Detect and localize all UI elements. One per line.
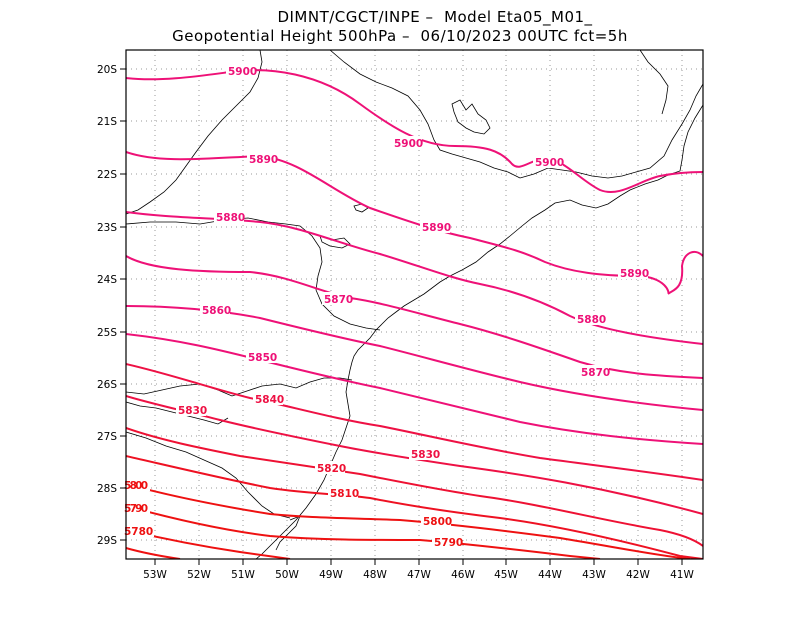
contour-label: 5830 (411, 449, 440, 461)
lat-label: 21S (97, 116, 117, 128)
contour-5770 (126, 547, 181, 559)
lon-label: 44W (538, 569, 562, 581)
lat-label: 23S (97, 222, 117, 234)
lake-icon (451, 99, 491, 135)
contour-label: 5870 (324, 294, 353, 306)
lat-label: 29S (97, 535, 117, 547)
lat-label: 24S (97, 274, 117, 286)
lon-label: 49W (319, 569, 343, 581)
contour-5880 (126, 211, 703, 345)
contour-label: 5850 (248, 352, 277, 364)
longitude-labels: 53W 52W 51W 50W 49W 48W 47W 46W 45W 44W … (143, 569, 694, 581)
contour-label: 5790 (434, 537, 463, 549)
contour-labels: 5900 5900 5900 5890 5890 5890 5880 5880 … (124, 64, 649, 549)
lat-label: 26S (97, 379, 117, 391)
contours (126, 69, 703, 559)
state-border-mg-sp (126, 50, 263, 215)
contour-5890 (126, 151, 703, 295)
lon-label: 53W (143, 569, 167, 581)
coastline (255, 104, 703, 559)
lat-label: 22S (97, 169, 117, 181)
lat-label: 28S (97, 483, 117, 495)
contour-label: 5880 (216, 212, 245, 224)
contour-label: 5900 (228, 66, 257, 78)
lon-label: 43W (582, 569, 606, 581)
contour-label: 5820 (317, 463, 346, 475)
contour-5860 (126, 305, 703, 411)
state-border-rj-mg (519, 83, 703, 179)
lon-label: 47W (407, 569, 431, 581)
state-border-sp-north (329, 50, 521, 179)
contour-label: 5880 (577, 314, 606, 326)
contour-label: 5900 (535, 157, 564, 169)
map-title-line-2: Geopotential Height 500hPa – 06/10/2023 … (172, 27, 628, 45)
lon-label: 50W (275, 569, 299, 581)
axis-ticks (120, 68, 683, 565)
lon-label: 41W (670, 569, 694, 581)
contour-label: 5890 (422, 222, 451, 234)
contour-5850 (126, 333, 703, 445)
state-border-sp-pr (126, 217, 381, 331)
contour-label: 5810 (330, 488, 359, 500)
map-frame (125, 49, 704, 560)
contour-label: 5790 (124, 503, 148, 515)
contour-5810 (126, 455, 703, 559)
contour-label: 5800 (124, 480, 148, 492)
contour-5870 (126, 255, 703, 379)
contour-5800 (126, 483, 691, 559)
lon-label: 42W (626, 569, 650, 581)
contour-label: 5840 (255, 394, 284, 406)
contour-label: 5830 (178, 405, 207, 417)
contour-label: 5900 (394, 138, 423, 150)
state-border-pr-sc (126, 377, 353, 397)
contour-label: 5800 (423, 516, 452, 528)
contour-label: 5860 (202, 305, 231, 317)
state-border-es (639, 50, 669, 115)
latitude-labels: 20S 21S 22S 23S 24S 25S 26S 27S 28S 29S (97, 64, 117, 547)
lon-label: 51W (231, 569, 255, 581)
state-border-sc-rs (126, 431, 291, 519)
contour-label: 5890 (249, 154, 278, 166)
contour-label: 5870 (581, 367, 610, 379)
contour-5820 (126, 427, 703, 547)
contour-5830 (126, 395, 703, 515)
lat-label: 25S (97, 327, 117, 339)
lagoon (275, 515, 301, 551)
lon-label: 45W (494, 569, 518, 581)
contour-label: 5890 (620, 268, 649, 280)
lat-label: 27S (97, 431, 117, 443)
lon-label: 48W (363, 569, 387, 581)
lat-label: 20S (97, 64, 117, 76)
contour-label: 5780 (124, 526, 153, 538)
contour-5840 (126, 363, 703, 481)
contour-5790 (126, 505, 601, 559)
coastline-and-borders (126, 50, 703, 559)
lon-label: 52W (187, 569, 211, 581)
lon-label: 46W (451, 569, 475, 581)
map-title-line-1: DIMNT/CGCT/INPE – Model Eta05_M01_ (277, 8, 593, 26)
